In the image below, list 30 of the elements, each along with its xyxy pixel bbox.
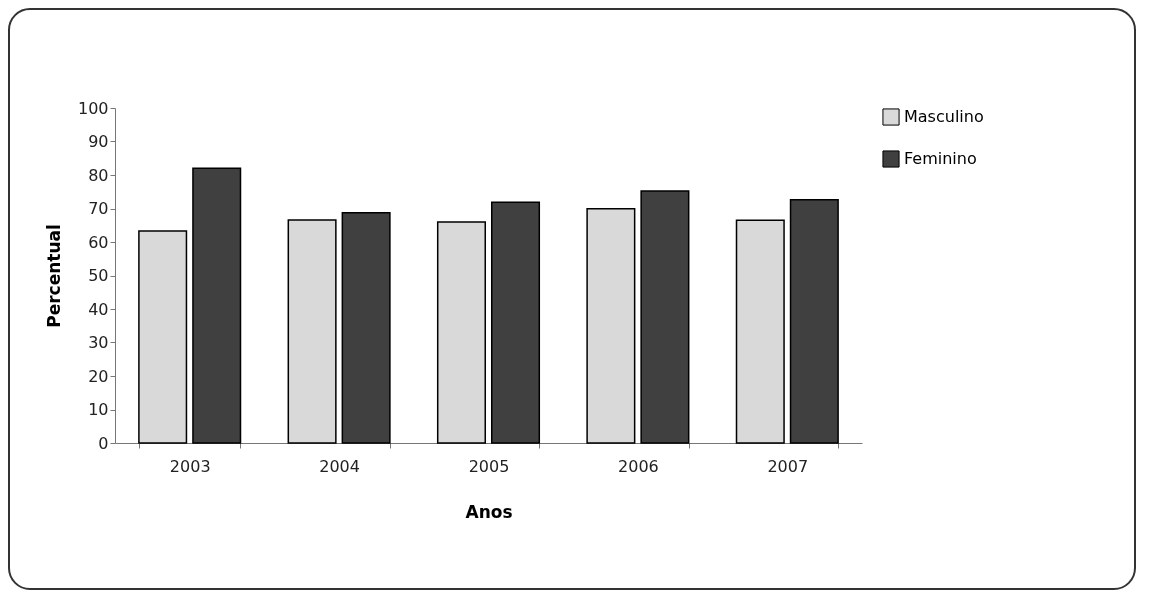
y-tick-label: 40 xyxy=(88,299,109,319)
y-tick-label: 10 xyxy=(88,400,109,419)
y-tick-label: 20 xyxy=(88,366,109,386)
bar xyxy=(789,199,839,444)
x-tick-label: 2006 xyxy=(618,456,659,476)
bar xyxy=(192,167,242,444)
bar xyxy=(735,219,785,444)
y-tick-label: 60 xyxy=(88,232,109,252)
bar xyxy=(341,212,391,444)
x-axis-title: Anos xyxy=(465,501,513,522)
y-tick-label: 30 xyxy=(88,333,109,352)
y-tick-label: 0 xyxy=(98,433,109,453)
x-tick-label: 2003 xyxy=(169,456,211,476)
y-tick-label: 50 xyxy=(88,266,109,285)
x-tick-label: 2004 xyxy=(319,456,360,476)
y-tick-label: 70 xyxy=(88,199,109,218)
bar xyxy=(490,201,541,444)
y-tick-label: 100 xyxy=(77,98,109,118)
bar xyxy=(586,208,636,444)
x-tick-label: 2007 xyxy=(767,456,809,476)
bar xyxy=(640,190,690,444)
bar xyxy=(436,221,487,444)
legend-label: Masculino xyxy=(904,107,984,126)
bar xyxy=(287,219,337,444)
x-tick-label: 2005 xyxy=(468,456,510,476)
y-axis-title: Percentual xyxy=(43,224,64,328)
y-tick-label: 90 xyxy=(88,132,109,151)
bar xyxy=(138,230,188,444)
y-tick-label: 80 xyxy=(88,165,109,185)
legend-label: Feminino xyxy=(904,149,977,168)
